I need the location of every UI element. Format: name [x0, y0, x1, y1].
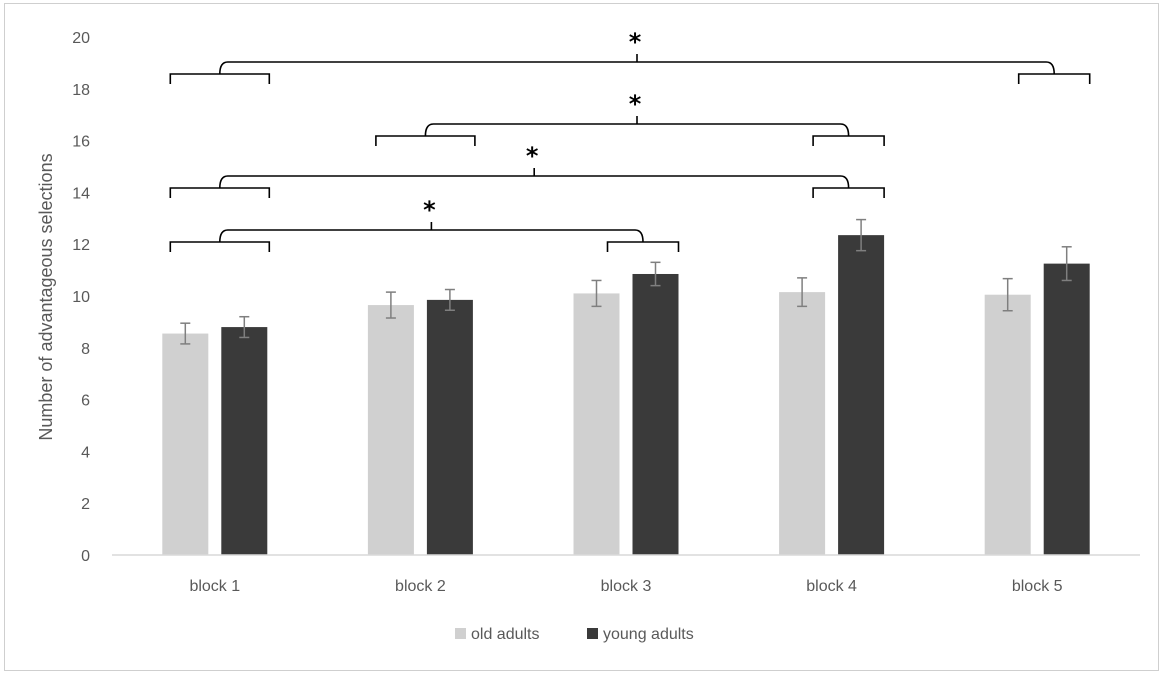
- bar-young-1: [221, 327, 268, 555]
- bar-old-4: [779, 292, 826, 555]
- significance-star: *: [423, 196, 436, 224]
- error-bar: [239, 315, 250, 339]
- x-axis-categories: block 1 block 2 block 3 block 4 block 5: [189, 578, 1062, 595]
- significance-bracket: [169, 168, 885, 198]
- significance-star: *: [526, 142, 539, 170]
- error-bar: [1002, 277, 1013, 312]
- significance-star: *: [629, 90, 642, 118]
- y-tick-label: 18: [72, 82, 90, 99]
- x-category-label: block 1: [189, 578, 240, 595]
- bar-old-5: [984, 294, 1031, 555]
- y-axis-ticks: 0 2 4 6 8 10 12 14 16 18 20: [72, 30, 90, 565]
- significance-brackets: * * * *: [169, 28, 1091, 252]
- error-bar: [591, 279, 602, 308]
- error-bar: [1061, 246, 1072, 282]
- error-bars: [180, 218, 1072, 345]
- bar-old-2: [367, 305, 414, 555]
- bar-young-5: [1043, 263, 1090, 555]
- significance-bracket: [375, 116, 885, 146]
- bar-young-3: [632, 273, 679, 555]
- y-tick-label: 0: [81, 548, 90, 565]
- error-bar: [856, 218, 867, 252]
- error-bar: [797, 277, 808, 308]
- error-bar: [650, 261, 661, 287]
- y-tick-label: 4: [81, 444, 90, 461]
- significance-bracket: [169, 222, 680, 252]
- y-tick-label: 16: [72, 134, 90, 151]
- y-tick-label: 14: [72, 185, 90, 202]
- error-bar: [385, 291, 396, 319]
- bars: [162, 235, 1090, 555]
- significance-star: *: [629, 28, 642, 56]
- bar-young-2: [426, 299, 473, 555]
- significance-bracket: [169, 54, 1091, 84]
- x-category-label: block 2: [395, 578, 446, 595]
- legend-swatch: [455, 628, 466, 639]
- y-tick-label: 12: [72, 237, 90, 254]
- bar-old-3: [573, 293, 620, 555]
- bar-young-4: [838, 235, 885, 555]
- y-tick-label: 10: [72, 289, 90, 306]
- x-category-label: block 5: [1012, 578, 1063, 595]
- y-tick-label: 2: [81, 496, 90, 513]
- y-tick-label: 8: [81, 341, 90, 358]
- legend-swatch: [587, 628, 598, 639]
- x-category-label: block 4: [806, 578, 857, 595]
- chart-frame: [4, 3, 1159, 671]
- x-category-label: block 3: [601, 578, 652, 595]
- y-tick-label: 6: [81, 393, 90, 410]
- bar-old-1: [162, 333, 209, 555]
- legend-label: old adults: [471, 626, 540, 643]
- y-axis-label: Number of advantageous selections: [36, 153, 56, 440]
- legend-label: young adults: [603, 626, 694, 643]
- error-bar: [444, 288, 455, 311]
- legend: old adults young adults: [455, 626, 694, 643]
- error-bar: [180, 322, 191, 345]
- y-tick-label: 20: [72, 30, 90, 47]
